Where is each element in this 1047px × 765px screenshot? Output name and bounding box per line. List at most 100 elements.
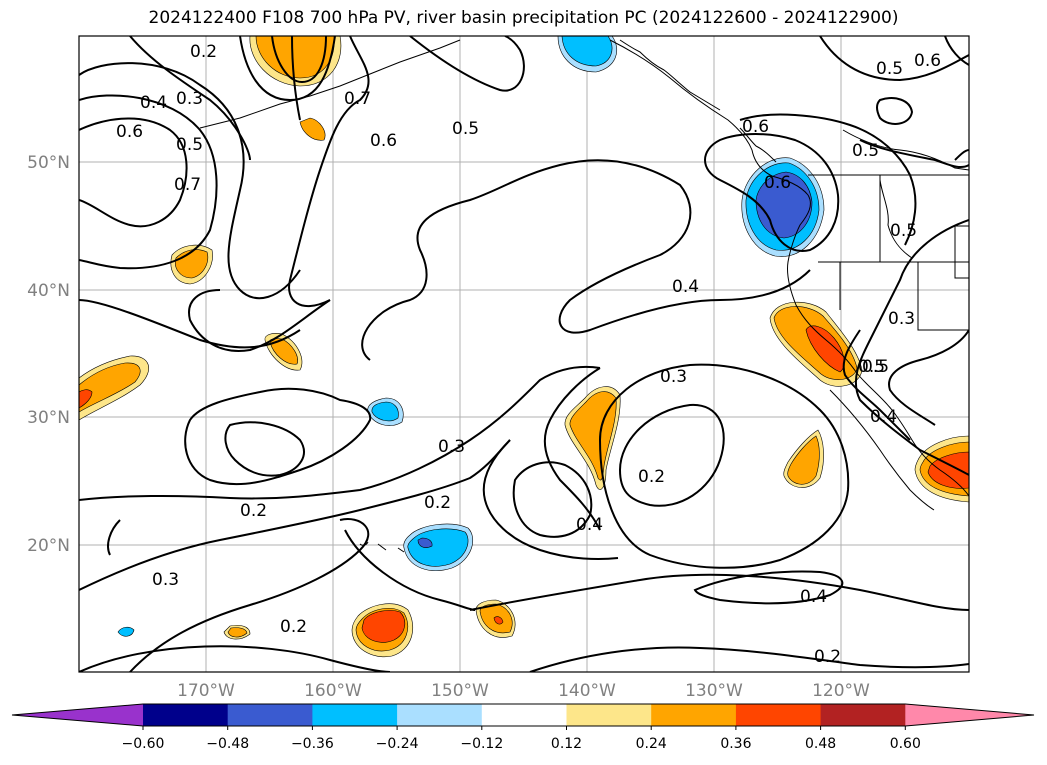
contour-label: 0.2 <box>638 467 665 487</box>
colorbar-tick-label: −0.12 <box>460 736 503 752</box>
baja-california-coastline <box>829 389 935 511</box>
lat-label: 30°N <box>27 408 70 428</box>
contour-label: 0.6 <box>764 173 791 193</box>
contour-label-group: 0.2 0.3 0.4 0.6 0.5 0.7 0.6 0.5 0.7 0.6 … <box>116 42 941 667</box>
colorbar-tick-label: 0.24 <box>636 736 667 752</box>
contour-label: 0.4 <box>672 277 699 297</box>
pv-contour <box>693 570 844 605</box>
precip-area-pos <box>493 616 504 625</box>
pv-contour <box>239 36 336 102</box>
pv-contour <box>288 36 370 307</box>
state-borders <box>818 175 969 331</box>
colorbar-tick-label: 0.60 <box>890 736 921 752</box>
precip-area-pos <box>569 391 617 481</box>
contour-label: 0.6 <box>116 122 143 142</box>
contour-label: 0.5 <box>452 119 479 139</box>
lon-label: 120°W <box>812 681 870 701</box>
bc-coastline <box>739 127 777 163</box>
pv-contour <box>184 387 372 486</box>
lon-label: 160°W <box>304 681 362 701</box>
contour-label: 0.2 <box>280 617 307 637</box>
contour-label: 0.3 <box>176 89 203 109</box>
precip-area-pos <box>227 627 248 638</box>
pv-contour <box>598 363 850 569</box>
pv-contour <box>129 36 251 161</box>
pv-contour <box>79 645 391 672</box>
contour-label: 0.5 <box>890 221 917 241</box>
coastlines <box>199 39 969 553</box>
contour-label: 0.2 <box>814 647 841 667</box>
lon-label: 140°W <box>558 681 616 701</box>
pv-contour <box>888 329 969 426</box>
contour-label: 0.3 <box>438 437 465 457</box>
pv-contour <box>469 573 969 611</box>
contour-label: 0.5 <box>862 357 889 377</box>
aleutian-islands <box>199 39 461 129</box>
contour-label: 0.6 <box>914 51 941 71</box>
colorbar-bin <box>312 704 398 726</box>
pv-contour <box>842 329 911 441</box>
contour-label: 0.2 <box>190 42 217 62</box>
pv-contour <box>529 646 969 672</box>
colorbar-bin <box>397 704 483 726</box>
interior-border <box>879 179 913 259</box>
pv-contour <box>859 139 969 169</box>
pv-contour <box>854 219 969 476</box>
contour-label: 0.5 <box>876 59 903 79</box>
north-america-coastline <box>609 39 969 497</box>
colorbar-bin <box>566 704 652 726</box>
map-frame <box>78 35 970 673</box>
contour-label: 0.5 <box>176 135 203 155</box>
precip-area-pos <box>79 362 141 413</box>
pv-contour <box>954 149 969 161</box>
pv-contour <box>291 36 301 121</box>
precip-area-pos <box>79 389 93 409</box>
pv-contour <box>129 518 370 672</box>
precip-area-neg <box>561 36 613 67</box>
lat-label: 40°N <box>27 281 70 301</box>
pv-contour <box>79 94 218 270</box>
colorbar-tick-label: −0.48 <box>206 736 249 752</box>
contour-label: 0.4 <box>140 93 167 113</box>
colorbar-tick-label: −0.60 <box>122 736 165 752</box>
contour-label: 0.3 <box>152 570 179 590</box>
contour-label: 0.4 <box>800 587 827 607</box>
colorbar-tick-label: 0.12 <box>551 736 582 752</box>
pv-contour <box>79 439 511 591</box>
pv-contour <box>188 289 331 352</box>
contour-label: 0.3 <box>660 367 687 387</box>
precip-area-pos <box>361 610 406 643</box>
precip-area-neg <box>117 626 135 637</box>
longitude-labels: 170°W 160°W 150°W 140°W 130°W 120°W <box>177 681 870 701</box>
pv-contour <box>819 36 969 82</box>
precip-area-neg <box>371 401 399 422</box>
colorbar-bin <box>735 704 822 726</box>
pv-contour <box>361 159 811 361</box>
pv-contour <box>512 461 593 538</box>
colorbar-bin <box>820 704 906 726</box>
pv-contour <box>409 36 525 92</box>
precip-fills <box>79 36 969 658</box>
lon-label: 150°W <box>431 681 489 701</box>
contour-label: 0.7 <box>344 89 371 109</box>
colorbar-bin <box>227 704 313 726</box>
lon-label: 170°W <box>177 681 235 701</box>
colorbar-bin <box>651 704 737 726</box>
colorbar-bin <box>143 704 229 726</box>
pv-contour <box>876 97 914 125</box>
contour-label: 0.7 <box>174 175 201 195</box>
precip-area-pos <box>927 451 969 489</box>
lat-label: 20°N <box>27 536 70 556</box>
latitude-labels: 50°N 40°N 30°N 20°N <box>27 153 70 556</box>
pv-contour <box>618 403 725 507</box>
lon-label: 130°W <box>685 681 743 701</box>
precip-area-neg <box>417 537 433 548</box>
colorbar-tick-label: 0.36 <box>720 736 751 752</box>
pv-contour <box>482 439 619 561</box>
pv-contour <box>107 519 121 556</box>
colorbar-extend-max <box>905 704 1034 726</box>
pv-contour <box>271 36 327 84</box>
alaska-panhandle <box>619 39 721 111</box>
colorbar-extend-min <box>12 704 143 726</box>
